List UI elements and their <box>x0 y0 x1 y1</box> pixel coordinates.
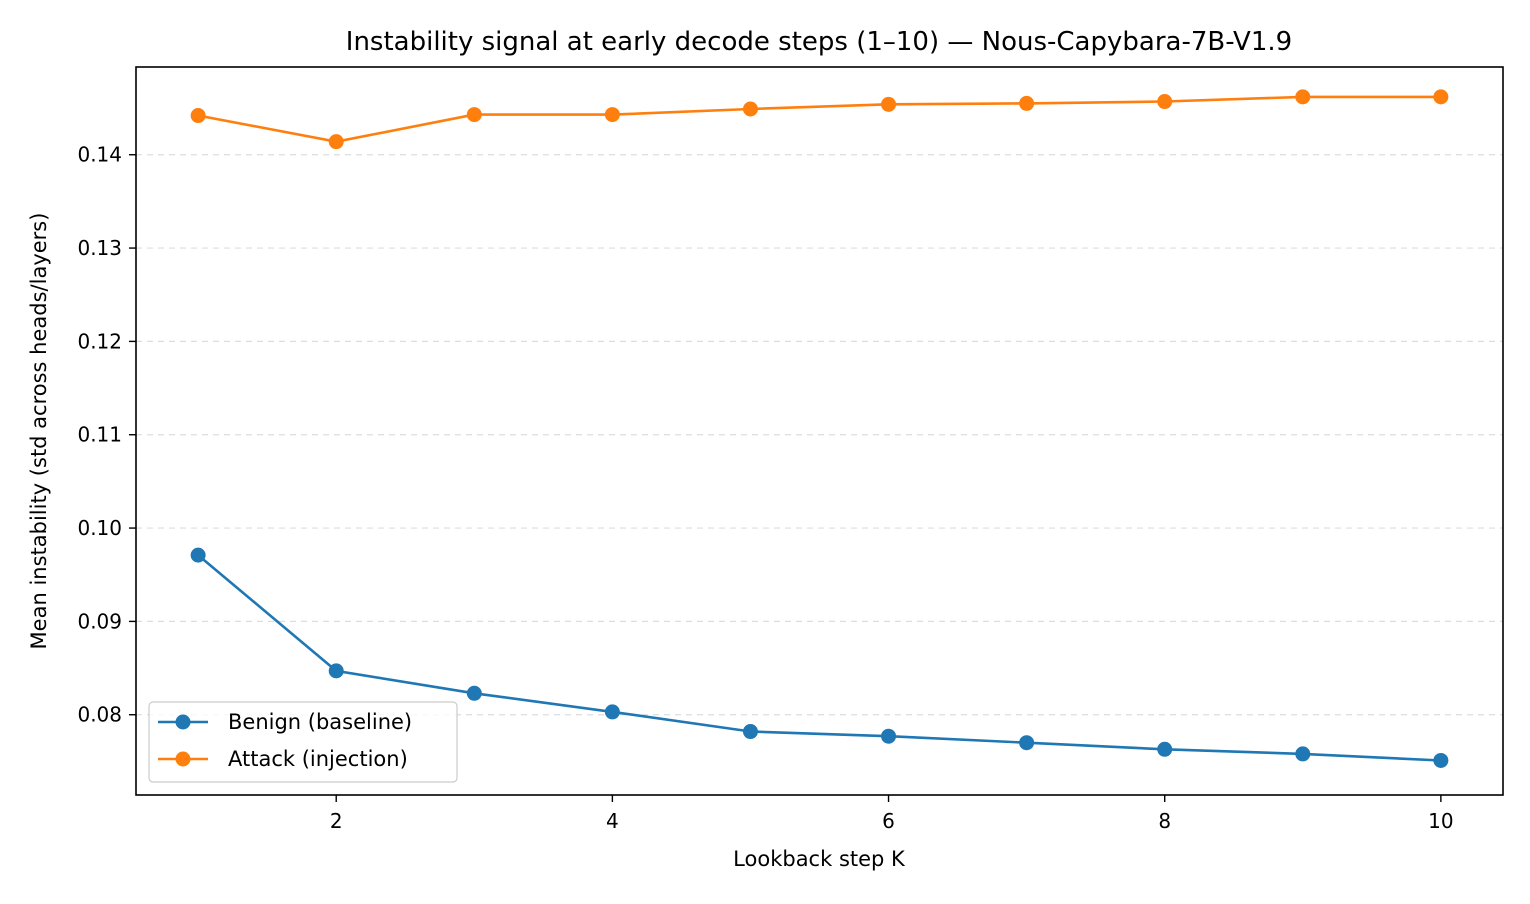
series-attack <box>190 89 1449 150</box>
data-point <box>1157 94 1173 110</box>
data-point <box>1295 89 1311 105</box>
data-point <box>1157 741 1173 757</box>
y-tick-label: 0.13 <box>77 236 122 260</box>
y-gridlines <box>136 154 1503 716</box>
y-axis-ticks: 0.08 0.09 0.10 0.11 0.12 0.13 0.14 <box>77 143 136 727</box>
x-tick-label: 6 <box>882 809 895 833</box>
legend-label: Benign (baseline) <box>228 710 412 734</box>
legend-label: Attack (injection) <box>228 747 408 771</box>
x-tick-label: 10 <box>1428 809 1453 833</box>
data-point <box>1019 95 1035 111</box>
data-point <box>742 101 758 117</box>
legend-swatch-marker <box>175 714 191 730</box>
x-tick-label: 2 <box>330 809 343 833</box>
y-tick-label: 0.14 <box>77 143 122 167</box>
x-axis-label: Lookback step K <box>733 847 906 871</box>
series-line <box>197 95 1441 144</box>
chart-title: Instability signal at early decode steps… <box>346 27 1292 57</box>
data-point <box>881 728 897 744</box>
series-line <box>197 554 1441 762</box>
y-tick-label: 0.09 <box>77 609 122 633</box>
data-point <box>604 107 620 123</box>
y-axis-label: Mean instability (std across heads/layer… <box>27 213 51 650</box>
data-point <box>1295 746 1311 762</box>
data-point <box>881 96 897 112</box>
legend-item: Benign (baseline) <box>158 710 412 734</box>
legend-swatch-marker <box>175 751 191 767</box>
data-point <box>466 107 482 123</box>
data-point <box>328 663 344 679</box>
x-tick-label: 4 <box>606 809 619 833</box>
y-tick-label: 0.12 <box>77 329 122 353</box>
series-lines <box>190 89 1449 768</box>
data-point <box>1019 735 1035 751</box>
data-point <box>190 547 206 563</box>
data-point <box>604 704 620 720</box>
legend: Benign (baseline) Attack (injection) <box>148 701 458 783</box>
plot-area-frame <box>135 66 1504 796</box>
y-tick-label: 0.11 <box>77 423 122 447</box>
data-point <box>742 724 758 740</box>
legend-item: Attack (injection) <box>158 747 408 771</box>
y-tick-label: 0.10 <box>77 516 122 540</box>
series-benign <box>190 547 1449 768</box>
data-point <box>1433 89 1449 105</box>
x-tick-label: 8 <box>1158 809 1171 833</box>
y-tick-label: 0.08 <box>77 703 122 727</box>
legend-box <box>148 701 458 783</box>
x-axis-ticks: 2 4 6 8 10 <box>330 795 1454 833</box>
data-point <box>466 685 482 701</box>
data-point <box>1433 752 1449 768</box>
data-point <box>328 134 344 150</box>
data-point <box>190 108 206 124</box>
